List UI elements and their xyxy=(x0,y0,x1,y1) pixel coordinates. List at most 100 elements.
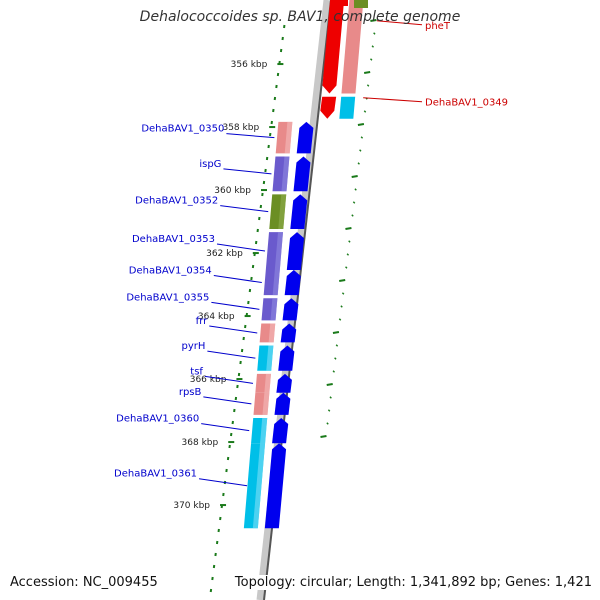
gene-category-highlight xyxy=(252,443,266,529)
cds-forward-arrow xyxy=(280,323,297,343)
minor-tick xyxy=(326,383,333,386)
map-title: Dehalococcoides sp. BAV1, complete genom… xyxy=(139,9,461,25)
cds-reverse-arrow xyxy=(322,0,345,94)
genome-summary-text: Topology: circular; Length: 1,341,892 bp… xyxy=(232,575,594,590)
cds-forward-arrow xyxy=(276,373,292,393)
scale-ticks-layer: 356 kbp 358 kbp 360 kbp 362 kbp 364 kbp 366 k… xyxy=(173,19,377,593)
minor-tick xyxy=(371,45,374,48)
minor-tick xyxy=(357,162,360,165)
gene-category-highlight xyxy=(284,121,293,154)
gene-label: DehaBAV1_0352 xyxy=(135,196,218,207)
scale-tick-label: 360 kbp xyxy=(214,186,251,196)
gene-leader-line xyxy=(204,375,254,384)
scale-tick-label: 362 kbp xyxy=(206,249,243,259)
gene-leader-line xyxy=(376,20,423,26)
scale-tick-label: 358 kbp xyxy=(222,123,259,133)
minor-tick xyxy=(338,318,342,321)
cds-forward-arrow xyxy=(290,194,308,229)
gene-label: DehaBAV1_0354 xyxy=(129,266,212,277)
minor-tick xyxy=(332,331,340,334)
minor-tick xyxy=(334,357,337,360)
cds-forward-arrow xyxy=(282,298,299,321)
genes-layer xyxy=(243,0,368,529)
gene-leader-line xyxy=(216,243,266,252)
minor-tick xyxy=(327,409,331,412)
gene-category-block xyxy=(341,0,364,94)
minor-tick xyxy=(326,422,329,425)
minor-tick xyxy=(360,136,364,139)
gene-label: DehaBAV1_0350 xyxy=(141,124,224,135)
gene-leader-line xyxy=(201,423,250,432)
minor-tick xyxy=(370,58,373,61)
gene-leader-line xyxy=(207,350,256,359)
gene-leader-line xyxy=(363,97,423,103)
cds-forward-arrow xyxy=(278,345,295,371)
gene-label: DehaBAV1_0355 xyxy=(126,292,209,303)
gene-labels-layer: DehaBAV1_0350 ispG DehaBAV1_0352 DehaBAV1_0… xyxy=(114,20,508,487)
gene-category-block xyxy=(339,96,356,119)
gene-category-highlight xyxy=(264,373,271,393)
minor-tick xyxy=(351,214,354,217)
accession-text: Accession: NC_009455 xyxy=(8,575,160,590)
gene-category-highlight xyxy=(262,392,270,415)
minor-tick xyxy=(366,84,370,87)
cds-forward-arrow xyxy=(264,443,287,529)
gene-leader-line xyxy=(199,478,248,487)
minor-tick xyxy=(335,344,339,347)
scale-tick-label: 364 kbp xyxy=(198,312,235,322)
cds-forward-arrow xyxy=(272,418,289,444)
minor-tick xyxy=(363,71,371,74)
cds-forward-arrow xyxy=(286,232,305,270)
gene-label: ispG xyxy=(199,159,221,170)
cds-forward-arrow xyxy=(284,269,301,296)
scale-tick-label: 368 kbp xyxy=(182,438,219,448)
cds-forward-arrow xyxy=(293,156,311,192)
scale-tick-label: 366 kbp xyxy=(190,375,227,385)
minor-tick xyxy=(332,370,335,373)
gene-category-highlight xyxy=(268,323,276,343)
scale-tick-label: 370 kbp xyxy=(173,501,210,511)
gene-label: pyrH xyxy=(181,341,205,352)
gene-category-highlight xyxy=(278,194,287,229)
gene-leader-line xyxy=(220,205,269,213)
gene-label: DehaBAV1_0360 xyxy=(116,414,199,425)
cds-reverse-arrow xyxy=(334,0,348,6)
minor-tick xyxy=(346,253,350,256)
minor-tick xyxy=(348,240,351,243)
minor-tick xyxy=(339,279,346,282)
minor-tick xyxy=(373,32,376,35)
cds-forward-arrow xyxy=(296,121,314,154)
scale-tick-label: 356 kbp xyxy=(231,60,268,70)
gene-leader-line xyxy=(213,275,262,284)
gene-leader-line xyxy=(203,396,252,405)
minor-tick xyxy=(320,435,327,438)
gene-leader-line xyxy=(223,168,272,175)
gene-category-highlight xyxy=(270,298,278,321)
gene-category-highlight xyxy=(266,345,274,371)
minor-tick xyxy=(345,227,352,230)
gene-label: rpsB xyxy=(179,387,202,398)
minor-tick xyxy=(345,266,348,269)
minor-tick xyxy=(329,396,332,399)
gene-category-highlight xyxy=(272,269,280,296)
gene-category-highlight xyxy=(281,156,290,192)
minor-tick xyxy=(363,110,367,113)
gene-label: tsf xyxy=(190,366,203,377)
minor-tick xyxy=(352,201,356,204)
gene-leader-line xyxy=(209,325,258,334)
gene-label: pheT xyxy=(425,21,451,32)
gene-label: DehaBAV1_0361 xyxy=(114,469,197,480)
cds-forward-arrow xyxy=(274,392,291,415)
cds-reverse-arrow xyxy=(320,96,337,119)
gene-leader-line xyxy=(226,133,275,139)
minor-tick xyxy=(359,149,362,152)
gene-label: DehaBAV1_0353 xyxy=(132,234,215,245)
minor-tick xyxy=(340,305,343,308)
minor-tick xyxy=(370,19,377,22)
minor-tick xyxy=(351,175,358,178)
minor-tick xyxy=(341,292,345,295)
minor-tick xyxy=(354,188,357,191)
minor-tick xyxy=(357,123,365,126)
gene-label: frr xyxy=(196,316,208,327)
